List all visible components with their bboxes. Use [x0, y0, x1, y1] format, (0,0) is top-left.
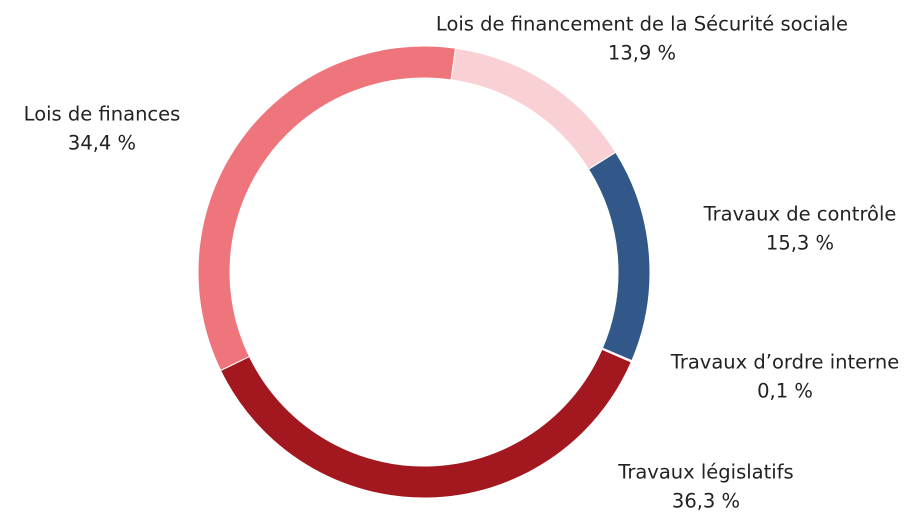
- slice-value: 13,9 %: [608, 42, 676, 65]
- slice-value: 34,4 %: [68, 132, 136, 155]
- donut-slice: [587, 151, 651, 362]
- slice-value: 0,1 %: [757, 380, 813, 403]
- slice-label: Lois de finances: [24, 103, 181, 126]
- slice-value: 36,3 %: [672, 490, 740, 513]
- slice-label: Travaux législatifs: [617, 461, 793, 484]
- slice-value: 15,3 %: [766, 232, 834, 255]
- slice-label: Lois de financement de la Sécurité socia…: [436, 13, 848, 36]
- donut-slice: [450, 47, 617, 170]
- slice-label: Travaux d’ordre interne: [670, 351, 899, 374]
- donut-slice: [219, 348, 632, 499]
- slice-label: Travaux de contrôle: [703, 203, 897, 226]
- donut-slice: [197, 45, 457, 372]
